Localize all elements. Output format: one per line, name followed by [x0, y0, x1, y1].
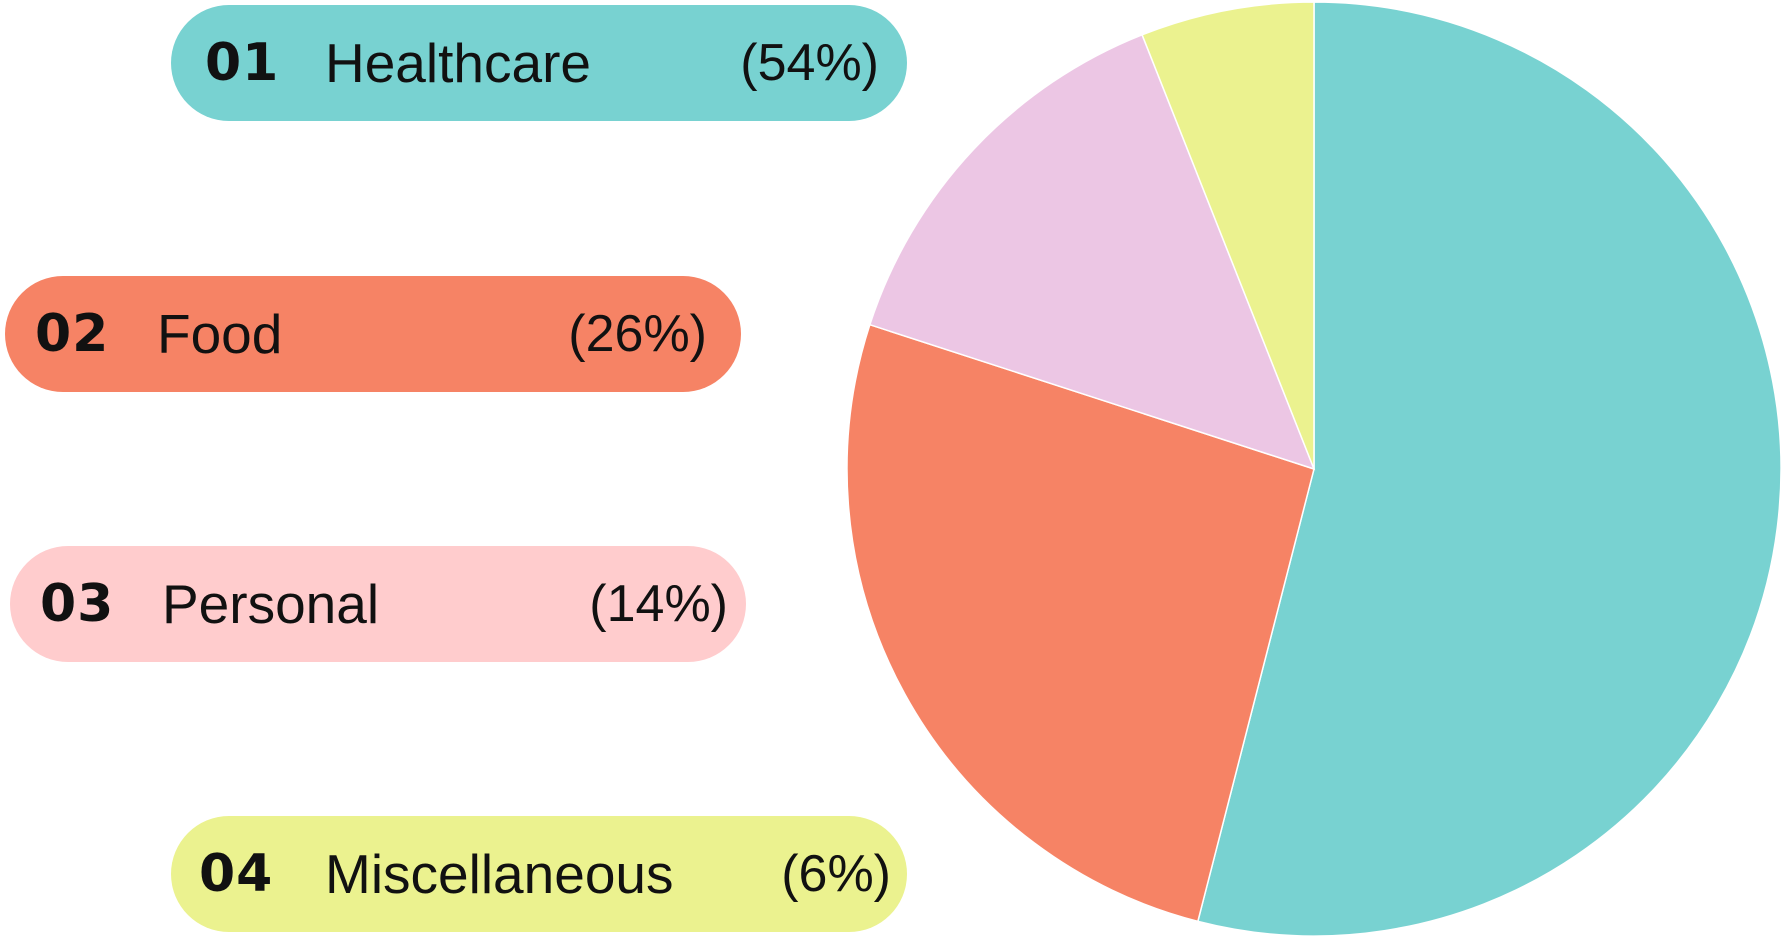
legend-item-healthcare: 01 Healthcare (54%) [171, 5, 907, 121]
legend-percent: (26%) [568, 305, 707, 363]
pie-slice-healthcare [1196, 1, 1782, 937]
legend-number: 03 [40, 574, 115, 634]
pie-slice-miscellaneous [1141, 1, 1315, 470]
legend-number: 01 [205, 33, 280, 93]
legend-label: Miscellaneous [325, 843, 674, 905]
legend-label: Personal [162, 573, 380, 635]
pie-slice-personal [868, 33, 1316, 471]
legend-number: 04 [199, 844, 274, 904]
legend-label: Healthcare [325, 32, 591, 94]
legend-item-miscellaneous: 04 Miscellaneous (6%) [171, 816, 907, 932]
legend-percent: (14%) [589, 575, 728, 633]
legend-number: 02 [35, 304, 110, 364]
legend-item-personal: 03 Personal (14%) [10, 546, 746, 662]
legend-percent: (6%) [781, 845, 891, 903]
pie-slice-food [846, 323, 1315, 923]
legend-label: Food [157, 303, 283, 365]
legend-item-food: 02 Food (26%) [5, 276, 741, 392]
legend-percent: (54%) [740, 34, 879, 92]
